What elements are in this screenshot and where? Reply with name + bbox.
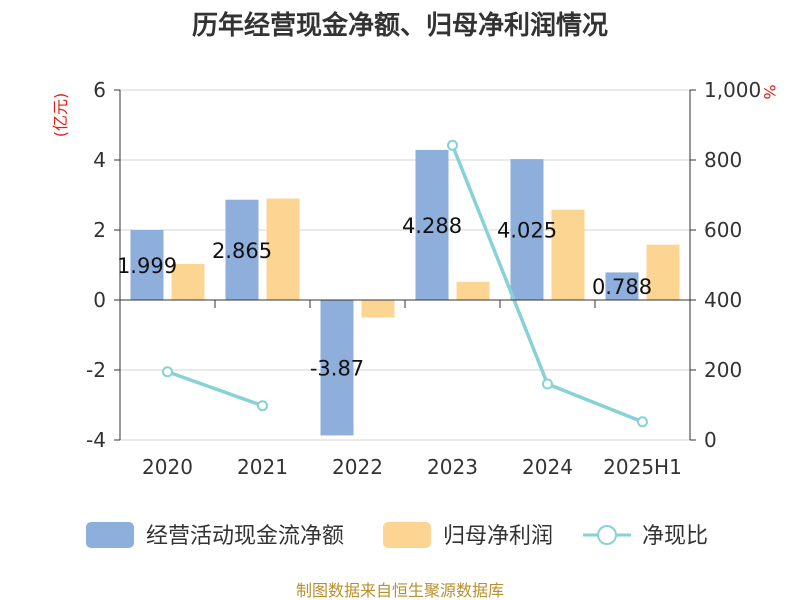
bar-cashflow-2021 bbox=[225, 199, 259, 300]
data-label-cashflow-2020: 1.999 bbox=[117, 254, 177, 278]
right-tick-label: 400 bbox=[704, 288, 742, 312]
x-tick-label: 2023 bbox=[427, 455, 478, 479]
legend-marker-ratio bbox=[597, 525, 617, 545]
left-tick-label: -4 bbox=[86, 428, 106, 452]
legend: 经营活动现金流净额 归母净利润 净现比 bbox=[86, 522, 708, 549]
right-tick-label: 0 bbox=[704, 428, 717, 452]
right-tick-label: 600 bbox=[704, 218, 742, 242]
source-note: 制图数据来自恒生聚源数据库 bbox=[296, 581, 504, 600]
data-label-cashflow-2025H1: 0.788 bbox=[592, 275, 652, 299]
bar-profit-2020 bbox=[171, 263, 205, 300]
bar-profit-2024 bbox=[551, 209, 585, 300]
bar-cashflow-2020 bbox=[130, 230, 164, 300]
left-tick-label: 2 bbox=[93, 218, 106, 242]
legend-swatch-cashflow bbox=[86, 522, 134, 548]
legend-label-profit: 归母净利润 bbox=[443, 524, 553, 549]
bar-cashflow-2025H1 bbox=[605, 272, 639, 300]
data-label-cashflow-2021: 2.865 bbox=[212, 239, 272, 263]
bar-profit-2021 bbox=[266, 198, 300, 300]
x-tick-label: 2021 bbox=[237, 455, 288, 479]
bar-cashflow-2022 bbox=[320, 300, 354, 436]
line-segment-0 bbox=[166, 370, 264, 408]
bar-cashflow-2023 bbox=[415, 149, 449, 300]
left-tick-label: -2 bbox=[86, 358, 106, 382]
point-ratio-2024 bbox=[542, 378, 553, 390]
chart-title: 历年经营现金净额、归母净利润情况 bbox=[192, 10, 608, 41]
data-label-cashflow-2023: 4.288 bbox=[402, 214, 462, 238]
legend-label-ratio: 净现比 bbox=[642, 524, 708, 549]
left-tick-label: 6 bbox=[93, 78, 106, 102]
right-tick-label: 1,000 bbox=[704, 78, 761, 102]
legend-label-cashflow: 经营活动现金流净额 bbox=[146, 524, 344, 549]
left-axis-unit: (亿元) bbox=[51, 93, 70, 138]
data-label-cashflow-2022: -3.87 bbox=[310, 357, 364, 381]
x-tick-label: 2022 bbox=[332, 455, 383, 479]
point-ratio-2023 bbox=[447, 139, 458, 151]
x-tick-label: 2020 bbox=[142, 455, 193, 479]
x-tick-label: 2024 bbox=[522, 455, 573, 479]
x-tick-label: 2025H1 bbox=[603, 455, 682, 479]
tick-labels: -4 -2 0 2 4 6 0 200 400 600 800 1,000 2020 2021 2022 20… bbox=[86, 78, 761, 479]
line-series bbox=[162, 139, 648, 428]
bar-marks bbox=[130, 149, 680, 436]
right-tick-label: 800 bbox=[704, 148, 742, 172]
right-tick-label: 200 bbox=[704, 358, 742, 382]
bar-profit-2022 bbox=[361, 300, 395, 318]
gridlines bbox=[120, 89, 690, 441]
axes bbox=[114, 89, 696, 441]
point-ratio-2020 bbox=[162, 366, 173, 378]
point-ratio-2025H1 bbox=[637, 416, 648, 428]
point-ratio-2021 bbox=[257, 400, 268, 412]
bar-profit-2025H1 bbox=[646, 244, 680, 300]
data-label-cashflow-2024: 4.025 bbox=[497, 219, 557, 243]
left-tick-label: 4 bbox=[93, 148, 106, 172]
bar-cashflow-2024 bbox=[510, 159, 544, 300]
left-tick-label: 0 bbox=[93, 288, 106, 312]
data-labels: 1.999 2.865 -3.87 4.288 4.025 0.788 bbox=[117, 214, 652, 381]
bar-profit-2023 bbox=[456, 281, 490, 300]
right-axis-unit: % bbox=[760, 84, 779, 99]
legend-swatch-profit bbox=[383, 522, 431, 548]
